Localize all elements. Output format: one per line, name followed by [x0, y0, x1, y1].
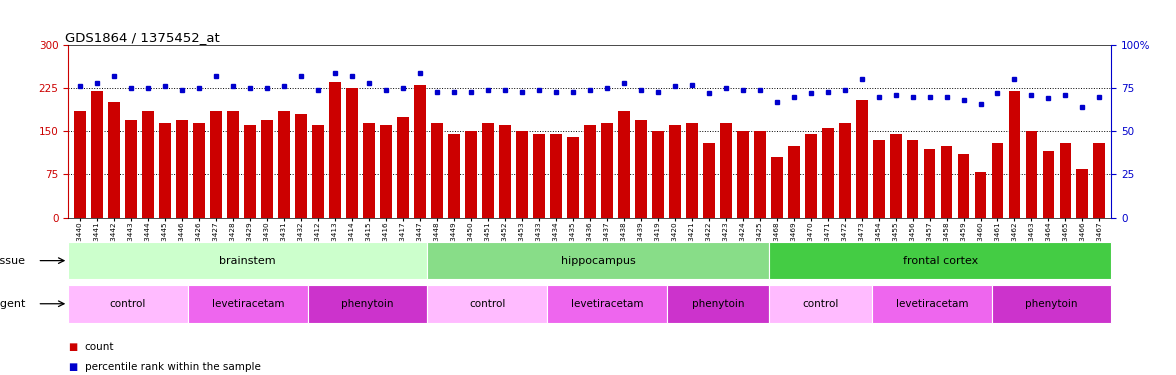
Text: phenytoin: phenytoin [341, 299, 394, 309]
Bar [448, 134, 460, 218]
Bar [703, 143, 715, 218]
Text: GDS1864 / 1375452_at: GDS1864 / 1375452_at [65, 31, 220, 44]
Text: levetiracetam: levetiracetam [212, 299, 285, 309]
Bar [499, 126, 510, 218]
Bar [1042, 152, 1055, 217]
Bar [329, 82, 341, 218]
Text: brainstem: brainstem [220, 256, 276, 266]
Bar [68, 242, 427, 279]
Text: count: count [85, 342, 114, 352]
Bar [397, 117, 409, 218]
Bar [635, 120, 647, 218]
Bar [941, 146, 953, 218]
Bar [68, 285, 188, 322]
Bar [142, 111, 154, 218]
Bar [188, 285, 308, 322]
Bar [889, 134, 902, 218]
Bar [346, 88, 358, 218]
Text: phenytoin: phenytoin [1025, 299, 1077, 309]
Bar [547, 285, 667, 322]
Bar [873, 140, 884, 218]
Bar [159, 123, 171, 218]
Bar [74, 111, 86, 218]
Text: tissue: tissue [0, 256, 26, 266]
Bar [667, 285, 769, 322]
Bar [176, 120, 188, 218]
Bar [430, 123, 443, 218]
Bar [669, 126, 681, 218]
Bar [617, 111, 629, 218]
Text: control: control [109, 299, 146, 309]
Bar [227, 111, 239, 218]
Bar [1009, 91, 1021, 218]
Bar [907, 140, 918, 218]
Bar [720, 123, 731, 218]
Bar [308, 285, 427, 322]
Bar [380, 126, 392, 218]
Bar [856, 100, 868, 218]
Bar [1094, 143, 1105, 218]
Bar [550, 134, 562, 218]
Bar [295, 114, 307, 218]
Bar [991, 285, 1111, 322]
Bar [1060, 143, 1071, 218]
Bar [769, 285, 871, 322]
Bar [871, 285, 991, 322]
Bar [193, 123, 205, 218]
Bar [108, 102, 120, 218]
Bar [567, 137, 579, 218]
Bar [991, 143, 1003, 218]
Bar [923, 148, 935, 217]
Bar [804, 134, 816, 218]
Bar [838, 123, 850, 218]
Text: control: control [802, 299, 838, 309]
Bar [1076, 169, 1088, 217]
Bar [427, 285, 547, 322]
Bar [414, 85, 426, 218]
Bar [975, 171, 987, 217]
Bar [211, 111, 222, 218]
Bar [769, 242, 1111, 279]
Bar [652, 131, 663, 218]
Text: levetiracetam: levetiracetam [895, 299, 968, 309]
Bar [516, 131, 528, 218]
Bar [482, 123, 494, 218]
Text: ■: ■ [68, 342, 78, 352]
Bar [278, 111, 290, 218]
Bar [754, 131, 766, 218]
Bar [1025, 131, 1037, 218]
Bar [427, 242, 769, 279]
Text: hippocampus: hippocampus [561, 256, 636, 266]
Bar [245, 126, 256, 218]
Text: control: control [469, 299, 506, 309]
Text: ■: ■ [68, 362, 78, 372]
Bar [583, 126, 596, 218]
Bar [736, 131, 749, 218]
Bar [788, 146, 800, 218]
Bar [312, 126, 323, 218]
Bar [601, 123, 613, 218]
Bar [686, 123, 697, 218]
Text: phenytoin: phenytoin [691, 299, 744, 309]
Bar [261, 120, 273, 218]
Text: percentile rank within the sample: percentile rank within the sample [85, 362, 261, 372]
Bar [125, 120, 138, 218]
Bar [770, 157, 782, 218]
Text: levetiracetam: levetiracetam [570, 299, 643, 309]
Bar [533, 134, 544, 218]
Text: agent: agent [0, 299, 26, 309]
Text: frontal cortex: frontal cortex [903, 256, 978, 266]
Bar [363, 123, 375, 218]
Bar [92, 91, 103, 218]
Bar [957, 154, 969, 218]
Bar [465, 131, 476, 218]
Bar [822, 128, 834, 217]
